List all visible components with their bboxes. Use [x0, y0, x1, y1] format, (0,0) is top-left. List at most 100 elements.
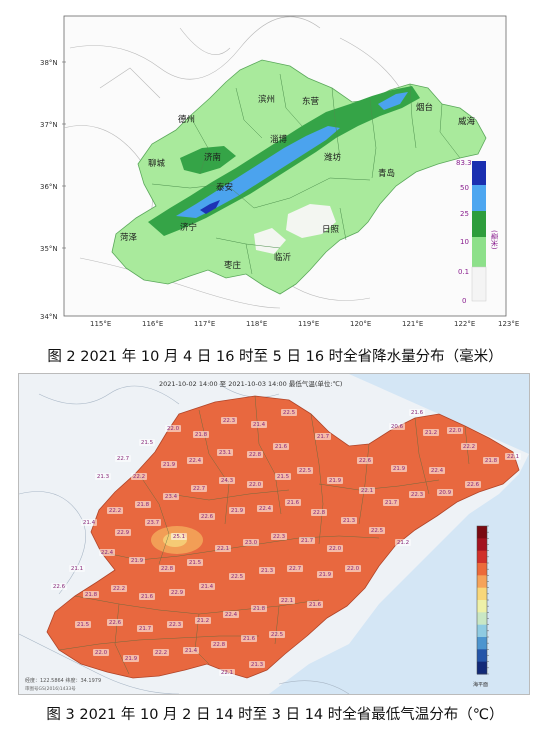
- station-marker-bg: [259, 567, 275, 574]
- county-borders: [58, 395, 470, 675]
- station-temperature-label: 21.8: [253, 606, 266, 612]
- station-temperature-label: 21.5: [277, 474, 290, 480]
- colorbar-segment: [477, 637, 487, 650]
- station-marker: 23.0: [243, 539, 259, 546]
- station-marker-bg: [275, 473, 291, 480]
- station-marker: 22.1: [219, 669, 235, 676]
- station-temperature-label: 22.4: [101, 550, 114, 556]
- station-temperature-label: 21.5: [77, 622, 90, 628]
- station-marker: 22.1: [359, 487, 375, 494]
- station-marker-bg: [199, 583, 215, 590]
- station-marker-bg: [465, 481, 481, 488]
- station-marker: 22.5: [229, 573, 245, 580]
- station-temperature-label: 22.0: [329, 546, 342, 552]
- station-marker: 22.1: [505, 453, 521, 460]
- station-temperature-label: 22.5: [231, 574, 244, 580]
- station-marker-bg: [317, 571, 333, 578]
- station-marker-bg: [107, 507, 123, 514]
- station-temperature-label: 21.3: [261, 568, 274, 574]
- station-temperature-label: 21.9: [125, 656, 138, 662]
- station-marker: 22.9: [115, 529, 131, 536]
- station-marker-bg: [219, 477, 235, 484]
- svg-text:123°E: 123°E: [498, 320, 519, 328]
- station-marker: 21.9: [161, 461, 177, 468]
- station-marker-bg: [187, 559, 203, 566]
- station-temperature-label: 22.7: [289, 566, 302, 572]
- station-temperature-label: 21.8: [85, 592, 98, 598]
- station-marker-bg: [273, 443, 289, 450]
- station-temperature-label: 22.1: [217, 546, 229, 552]
- station-temperature-label: 25.1: [173, 534, 185, 540]
- legend-value-10: 10: [460, 238, 469, 246]
- legend-value-01: 0.1: [458, 268, 469, 276]
- station-marker: 21.7: [137, 625, 153, 632]
- station-marker-bg: [409, 409, 425, 416]
- station-temperature-label: 21.2: [425, 430, 437, 436]
- station-temperature-label: 21.7: [139, 626, 152, 632]
- station-marker: 21.7: [383, 499, 399, 506]
- station-temperature-label: 22.1: [281, 598, 293, 604]
- station-temperature-label: 22.2: [155, 650, 167, 656]
- temp-map-title: 2021-10-02 14:00 至 2021-10-03 14:00 最低气温…: [159, 379, 342, 388]
- station-marker-bg: [257, 505, 273, 512]
- station-marker-bg: [505, 453, 521, 460]
- station-marker-bg: [229, 507, 245, 514]
- rain-none-a: [286, 204, 336, 238]
- station-temperature-label: 22.3: [273, 534, 286, 540]
- svg-text:117°E: 117°E: [194, 320, 215, 328]
- station-marker-bg: [169, 589, 185, 596]
- station-marker: 21.2: [195, 617, 211, 624]
- station-marker: 23.7: [145, 519, 161, 526]
- station-marker-bg: [285, 499, 301, 506]
- station-marker-bg: [137, 625, 153, 632]
- station-temperature-label: 22.4: [225, 612, 238, 618]
- station-temperature-label: 21.8: [195, 432, 208, 438]
- city-label-dongying: 东营: [302, 96, 319, 107]
- legend-value-25: 25: [460, 210, 469, 218]
- station-marker-bg: [199, 513, 215, 520]
- station-marker-bg: [111, 585, 127, 592]
- station-marker-bg: [191, 485, 207, 492]
- station-marker: 22.4: [223, 611, 239, 618]
- station-marker-bg: [167, 621, 183, 628]
- station-temperature-label: 22.4: [259, 506, 272, 512]
- precip-legend: 83.3 50 25 10 0.1 0 (毫米): [456, 159, 499, 305]
- station-marker: 21.9: [391, 465, 407, 472]
- station-temperature-label: 21.5: [141, 440, 154, 446]
- caption-text-2: 图 3 2021 年 10 月 2 日 14 时至 3 日 14 时全省最低气温…: [46, 707, 504, 723]
- city-label-taian: 泰安: [216, 182, 233, 193]
- station-marker: 22.8: [311, 509, 327, 516]
- station-marker-bg: [139, 439, 155, 446]
- colorbar-segment: [477, 661, 487, 675]
- station-marker-bg: [437, 489, 453, 496]
- station-temperature-label: 23.1: [219, 450, 231, 456]
- station-marker-bg: [75, 621, 91, 628]
- station-temperature-label: 22.5: [283, 410, 296, 416]
- rain-50-plus: [200, 200, 220, 214]
- station-marker-bg: [139, 593, 155, 600]
- rain-25-50: [176, 126, 340, 218]
- city-label-liaocheng: 聊城: [148, 158, 166, 169]
- station-marker: 21.5: [75, 621, 91, 628]
- station-marker-bg: [145, 519, 161, 526]
- colorbar-label: 海平面: [473, 681, 488, 688]
- station-marker-bg: [249, 661, 265, 668]
- station-temperature-label: 22.5: [271, 632, 284, 638]
- colorbar-segment: [477, 649, 487, 663]
- station-marker: 21.2: [395, 539, 411, 546]
- station-marker: 22.5: [369, 527, 385, 534]
- station-marker: 22.2: [107, 507, 123, 514]
- station-marker-bg: [211, 641, 227, 648]
- station-temperature-label: 22.0: [347, 566, 360, 572]
- station-marker: 21.3: [341, 517, 357, 524]
- colorbar-segment: [477, 612, 487, 626]
- station-temperature-label: 21.9: [319, 572, 332, 578]
- temperature-map: 2021-10-02 14:00 至 2021-10-03 14:00 最低气温…: [18, 373, 530, 695]
- city-label-weihai: 威海: [458, 116, 476, 127]
- station-marker: 22.0: [93, 649, 109, 656]
- station-marker-bg: [359, 487, 375, 494]
- station-marker: 22.8: [211, 641, 227, 648]
- station-marker-bg: [271, 533, 287, 540]
- station-marker: 21.6: [307, 601, 323, 608]
- station-temperature-label: 22.2: [133, 474, 145, 480]
